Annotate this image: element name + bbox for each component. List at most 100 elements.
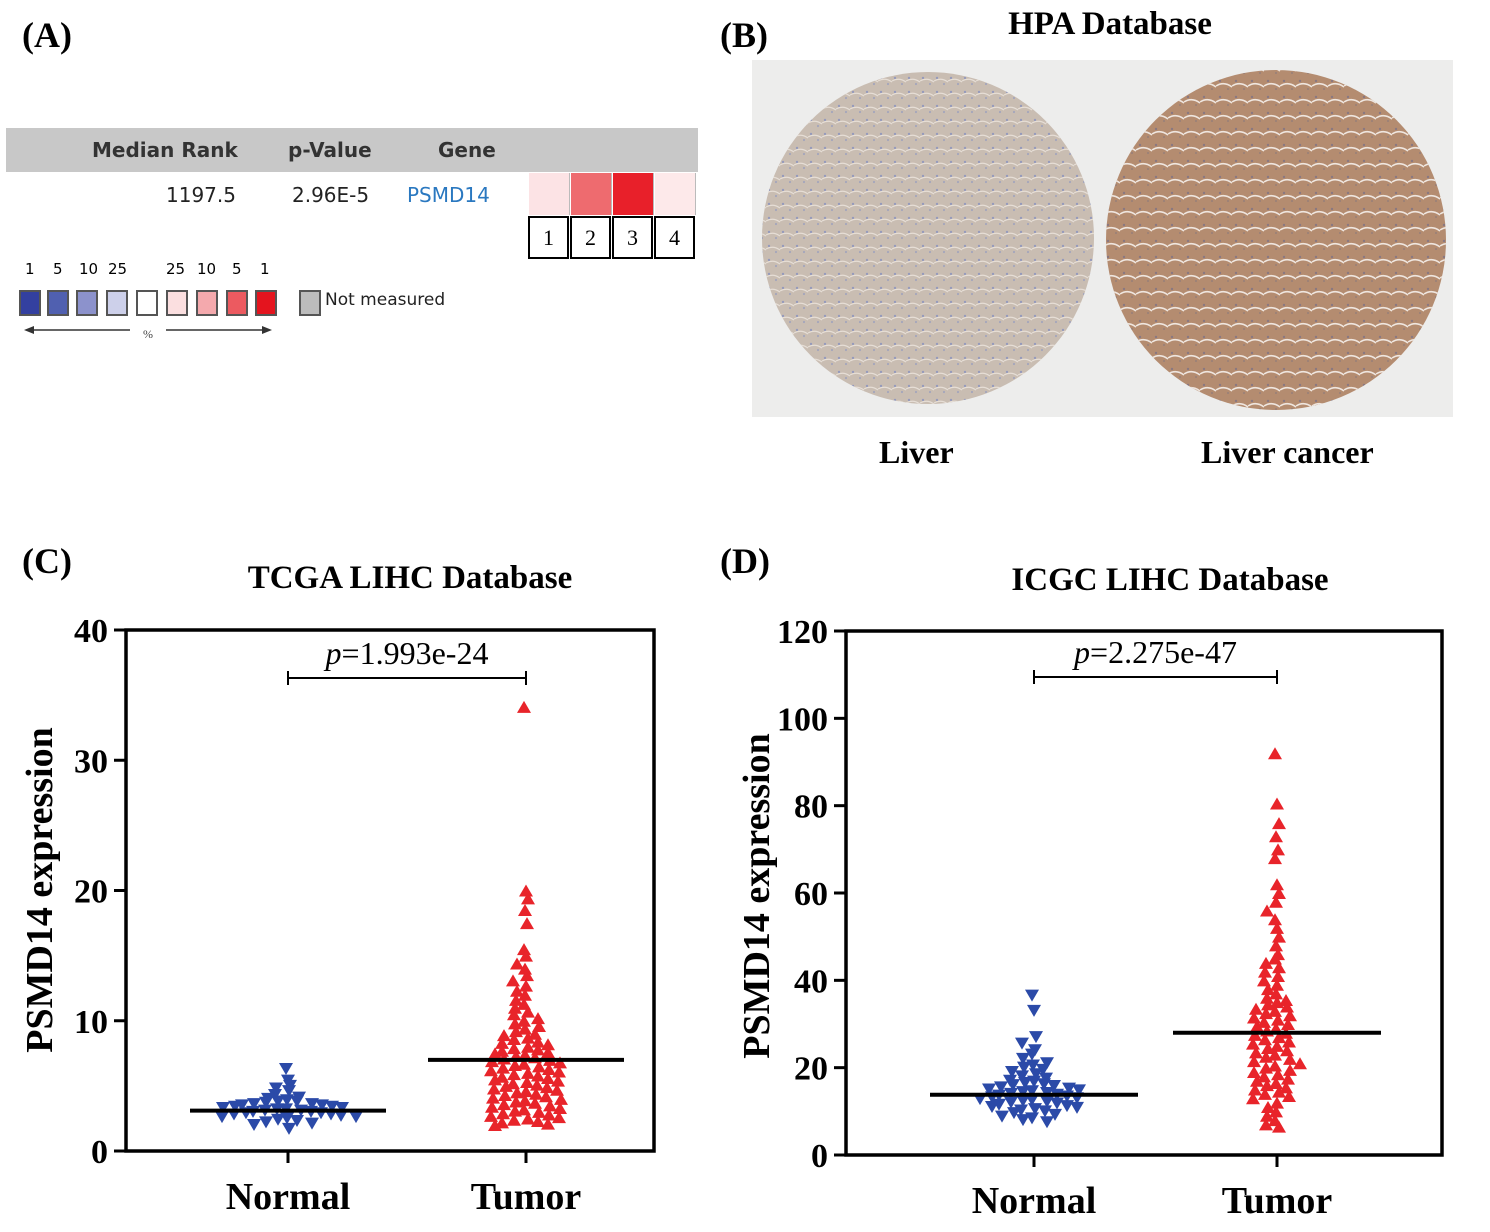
heatmap-label-2: 2 [570,216,611,259]
data-point-tumor [508,1017,522,1030]
data-point-tumor [1249,1046,1263,1059]
data-point-tumor [1272,930,1286,943]
data-point-tumor [1270,978,1284,991]
p-equals: = [342,635,360,671]
data-point-tumor [486,1091,500,1104]
panel-b-title: HPA Database [1008,6,1212,42]
data-point-tumor [499,1079,513,1092]
data-point-normal [1025,1048,1039,1061]
data-point-tumor [551,1074,565,1087]
data-point-normal [1029,1031,1043,1044]
panel-d-letter: (D) [720,541,770,581]
data-point-tumor [498,1088,512,1101]
data-point-tumor [1271,843,1285,856]
data-point-tumor [541,1046,555,1059]
data-point-tumor [1280,1000,1294,1013]
data-point-tumor [530,1078,544,1091]
data-point-tumor [1259,1061,1273,1074]
data-point-normal [290,1115,304,1128]
data-point-tumor [518,1048,532,1061]
data-point-tumor [1271,969,1285,982]
panel-c-title: TCGA LIHC Database [247,560,573,596]
not-measured-label: Not measured [325,290,446,310]
y-tick-label: 40 [794,963,828,1000]
data-point-tumor [1281,1018,1295,1030]
data-point-tumor [1268,1048,1282,1061]
heatmap-label-3: 3 [612,216,653,259]
data-point-tumor [541,1038,555,1051]
data-point-tumor [521,892,535,905]
data-point-tumor [540,1081,554,1094]
data-point-normal [1007,1107,1021,1120]
data-point-tumor [1257,1015,1271,1028]
data-point-tumor [1269,939,1283,952]
data-point-tumor [1246,1037,1260,1050]
data-point-normal [995,1110,1009,1123]
y-tick-label: 40 [74,613,108,650]
chart-d: PSMD14 expression 0 20 40 60 80 100 120 Normal T… [736,614,1444,1222]
p-number: 2.275e-47 [1108,634,1237,670]
data-point-normal [982,1083,996,1096]
data-point-normal [1040,1057,1054,1070]
ihc-images [762,70,1446,410]
data-point-tumor [508,1059,522,1072]
data-point-normal [315,1099,329,1112]
heatmap-label-1: 1 [528,216,569,259]
p-value-label: p=1.993e-24 [324,635,489,671]
data-point-tumor [507,1008,521,1021]
p-symbol: p [324,635,342,671]
data-point-tumor [528,1096,542,1109]
data-point-tumor [507,1113,521,1126]
data-point-tumor [1260,1079,1274,1092]
data-point-tumor [539,1090,553,1103]
legend-arrow-left-icon [24,326,34,334]
legend-number: 1 [260,260,270,278]
legend-swatch [47,290,69,316]
data-point-tumor [552,1065,566,1078]
data-point-tumor [507,1068,521,1081]
data-point-tumor [1249,1002,1263,1015]
data-point-tumor [1270,878,1284,891]
data-point-tumor [517,1103,531,1116]
data-point-tumor [553,1102,567,1115]
data-point-tumor [518,1094,532,1107]
data-point-normal [271,1095,285,1108]
data-point-tumor [509,1095,523,1108]
data-point-tumor [1269,1076,1283,1089]
median-rank-value: 1197.5 [166,183,236,207]
data-point-normal [1060,1100,1074,1113]
data-point-tumor [1261,1100,1275,1113]
data-point-tumor [1247,1055,1261,1068]
data-point-tumor [1250,1020,1264,1033]
data-point-tumor [1258,1033,1272,1046]
y-tick-label: 100 [777,701,828,738]
legend-swatch [166,290,188,316]
data-point-tumor [484,1109,498,1122]
data-point-tumor [1260,1109,1274,1122]
data-point-normal [305,1117,319,1130]
p-number: 1.993e-24 [360,635,489,671]
legend-swatch [196,290,218,316]
data-point-normal [269,1082,283,1095]
heatmap-label-4: 4 [654,216,695,259]
data-point-tumor [1259,1007,1273,1020]
data-point-tumor [1260,991,1274,1004]
caption-liver-cancer: Liver cancer [1201,434,1374,470]
data-point-tumor [1283,1009,1297,1022]
legend-swatch [226,290,248,316]
data-point-tumor [510,957,524,970]
data-point-tumor [1272,817,1286,830]
not-measured-swatch [299,290,321,316]
data-point-tumor [1246,1092,1260,1105]
data-point-tumor [1281,1072,1295,1085]
data-point-normal [1070,1101,1084,1114]
heatmap-cell-1 [529,173,570,215]
liver-tissue-texture [762,72,1094,404]
legend-percent: % [143,327,153,341]
data-point-normal [1050,1097,1064,1110]
data-point-normal [1015,1070,1029,1083]
data-point-tumor [531,1069,545,1082]
data-point-tumor [550,1083,564,1096]
gene-link[interactable]: PSMD14 [407,183,490,207]
data-point-tumor [1271,1068,1285,1081]
